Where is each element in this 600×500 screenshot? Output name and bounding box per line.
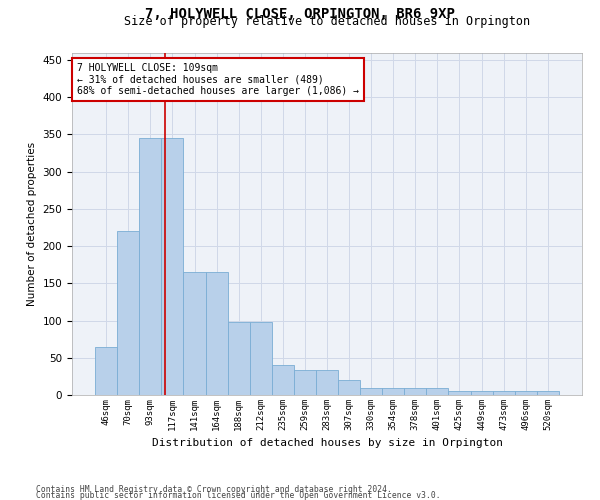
Bar — [493, 392, 515, 395]
Bar — [470, 392, 493, 395]
Bar — [272, 365, 294, 395]
Y-axis label: Number of detached properties: Number of detached properties — [27, 142, 37, 306]
Title: Size of property relative to detached houses in Orpington: Size of property relative to detached ho… — [124, 14, 530, 28]
Text: Contains public sector information licensed under the Open Government Licence v3: Contains public sector information licen… — [36, 490, 440, 500]
Bar — [427, 388, 448, 395]
Bar — [338, 380, 360, 395]
Bar — [139, 138, 161, 395]
Bar — [404, 388, 427, 395]
Bar — [537, 392, 559, 395]
Bar — [448, 392, 470, 395]
Bar — [117, 231, 139, 395]
X-axis label: Distribution of detached houses by size in Orpington: Distribution of detached houses by size … — [151, 438, 503, 448]
Bar — [206, 272, 227, 395]
Bar — [294, 370, 316, 395]
Text: Contains HM Land Registry data © Crown copyright and database right 2024.: Contains HM Land Registry data © Crown c… — [36, 484, 392, 494]
Bar — [161, 138, 184, 395]
Bar — [316, 370, 338, 395]
Bar — [250, 322, 272, 395]
Bar — [95, 346, 117, 395]
Bar — [515, 392, 537, 395]
Bar — [360, 388, 382, 395]
Bar — [184, 272, 206, 395]
Bar — [382, 388, 404, 395]
Bar — [227, 322, 250, 395]
Text: 7 HOLYWELL CLOSE: 109sqm
← 31% of detached houses are smaller (489)
68% of semi-: 7 HOLYWELL CLOSE: 109sqm ← 31% of detach… — [77, 63, 359, 96]
Text: 7, HOLYWELL CLOSE, ORPINGTON, BR6 9XP: 7, HOLYWELL CLOSE, ORPINGTON, BR6 9XP — [145, 8, 455, 22]
